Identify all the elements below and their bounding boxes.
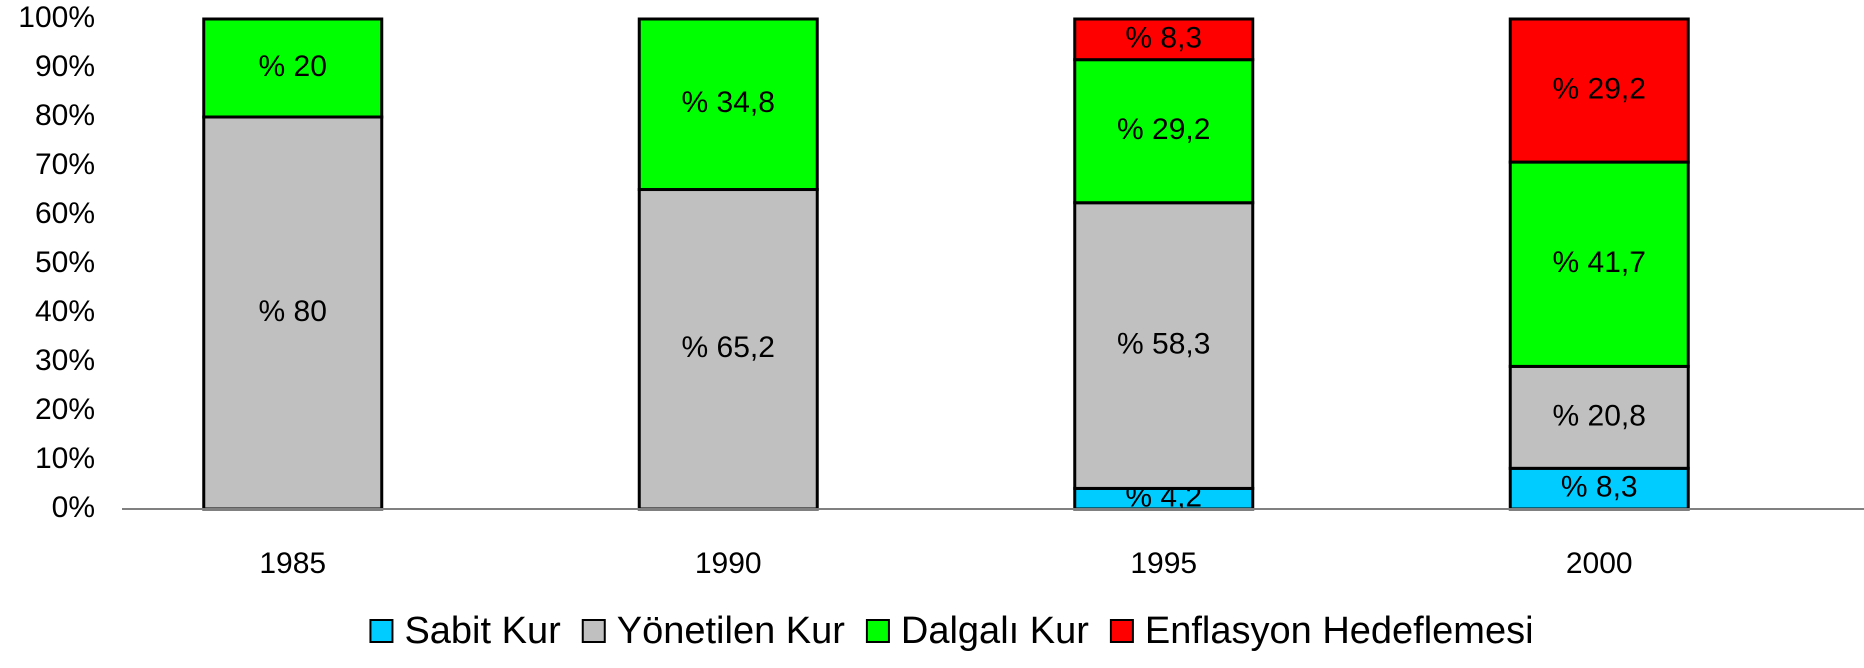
legend-swatch [369, 619, 394, 643]
data-label: % 65,2 [682, 331, 775, 364]
data-label: % 41,7 [1553, 246, 1646, 279]
legend-label: Dalgalı Kur [901, 610, 1089, 652]
bar-segment [1073, 17, 1255, 62]
legend-label: Enflasyon Hedeflemesi [1145, 610, 1534, 652]
y-tick-label: 50% [35, 246, 95, 279]
data-label: % 58,3 [1117, 328, 1210, 361]
data-label: % 80 [259, 295, 327, 328]
x-tick-label: 1995 [1130, 547, 1197, 580]
y-tick-label: 80% [35, 99, 95, 132]
data-label: % 29,2 [1553, 72, 1646, 105]
legend-swatch [581, 619, 606, 643]
data-label: % 20,8 [1553, 399, 1646, 432]
legend-label: Yönetilen Kur [617, 610, 845, 652]
legend-label: Sabit Kur [404, 610, 561, 652]
bar-segment [202, 17, 384, 119]
bar-segment [1508, 160, 1690, 368]
y-tick-label: 70% [35, 148, 95, 181]
y-tick-label: 100% [18, 1, 95, 34]
y-tick-label: 10% [35, 442, 95, 475]
y-tick-label: 40% [35, 295, 95, 328]
y-tick-label: 60% [35, 197, 95, 230]
legend-swatch [1109, 619, 1134, 643]
bar-segment [202, 115, 384, 511]
y-tick-label: 90% [35, 50, 95, 83]
x-tick-label: 2000 [1566, 547, 1633, 580]
y-tick-label: 20% [35, 393, 95, 426]
bar-segment [1073, 201, 1255, 490]
bar-segment [637, 17, 819, 192]
data-label: % 8,3 [1561, 471, 1638, 504]
y-tick-label: 30% [35, 344, 95, 377]
data-label: % 34,8 [682, 86, 775, 119]
data-label: % 20 [259, 50, 327, 83]
bar-segment [1508, 466, 1690, 511]
data-label: % 29,2 [1117, 113, 1210, 146]
legend-swatch [865, 619, 890, 643]
x-tick-label: 1990 [695, 547, 762, 580]
x-tick-label: 1985 [259, 547, 326, 580]
bar-segment [1508, 17, 1690, 164]
data-label: % 8,3 [1125, 21, 1202, 54]
y-tick-label: 0% [52, 491, 95, 524]
bar-segment [1073, 58, 1255, 205]
